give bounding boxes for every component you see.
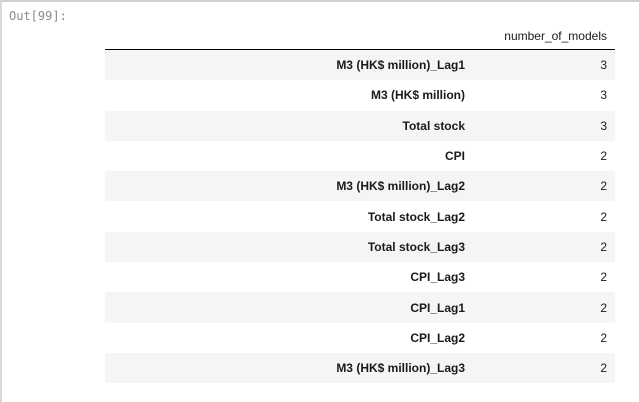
table-row: M3 (HK$ million)_Lag2 2	[105, 171, 615, 202]
header-row: number_of_models	[105, 22, 615, 50]
row-index-label: M3 (HK$ million)_Lag3	[105, 352, 478, 384]
row-value: 2	[600, 209, 607, 224]
table-row: Total stock_Lag3 2	[105, 231, 615, 263]
table-row: CPI_Lag1 2	[105, 292, 615, 323]
table-row: M3 (HK$ million)_Lag1 3	[105, 49, 615, 81]
row-value: 2	[478, 231, 615, 263]
row-value: 3	[478, 49, 615, 81]
row-value: 2	[600, 149, 607, 164]
row-value: 3	[600, 88, 607, 103]
row-index-label: M3 (HK$ million)_Lag1	[105, 49, 478, 81]
row-index-label: CPI	[444, 149, 465, 164]
table-row: CPI_Lag2 2	[105, 323, 615, 353]
row-index-label: Total stock	[105, 110, 478, 141]
row-index-label: Total stock_Lag3	[105, 231, 478, 263]
table-row: M3 (HK$ million) 3	[105, 80, 615, 110]
table-row: CPI_Lag3 2	[105, 262, 615, 292]
index-header-cell	[105, 22, 478, 50]
table-row: Total stock_Lag2 2	[105, 201, 615, 231]
row-value: 2	[600, 270, 607, 285]
cell-left-border	[0, 0, 2, 402]
row-value: 2	[600, 330, 607, 345]
row-index-label: CPI_Lag2	[410, 330, 465, 345]
row-index-label: Total stock_Lag2	[367, 209, 465, 224]
table-row: M3 (HK$ million)_Lag3 2	[105, 352, 615, 384]
row-index-label: M3 (HK$ million)_Lag2	[105, 171, 478, 202]
table-row: CPI 2	[105, 141, 615, 171]
dataframe-table: number_of_models M3 (HK$ million)_Lag1 3…	[105, 22, 615, 384]
cell-top-border	[0, 0, 639, 2]
row-value: 2	[478, 292, 615, 323]
row-value: 2	[478, 352, 615, 384]
output-prompt: Out[99]:	[9, 9, 67, 23]
row-index-label: CPI_Lag3	[410, 270, 465, 285]
row-index-label: M3 (HK$ million)	[370, 88, 465, 103]
column-header: number_of_models	[478, 22, 615, 50]
row-index-label: CPI_Lag1	[105, 292, 478, 323]
row-value: 2	[478, 171, 615, 202]
table-row: Total stock 3	[105, 110, 615, 141]
row-value: 3	[478, 110, 615, 141]
